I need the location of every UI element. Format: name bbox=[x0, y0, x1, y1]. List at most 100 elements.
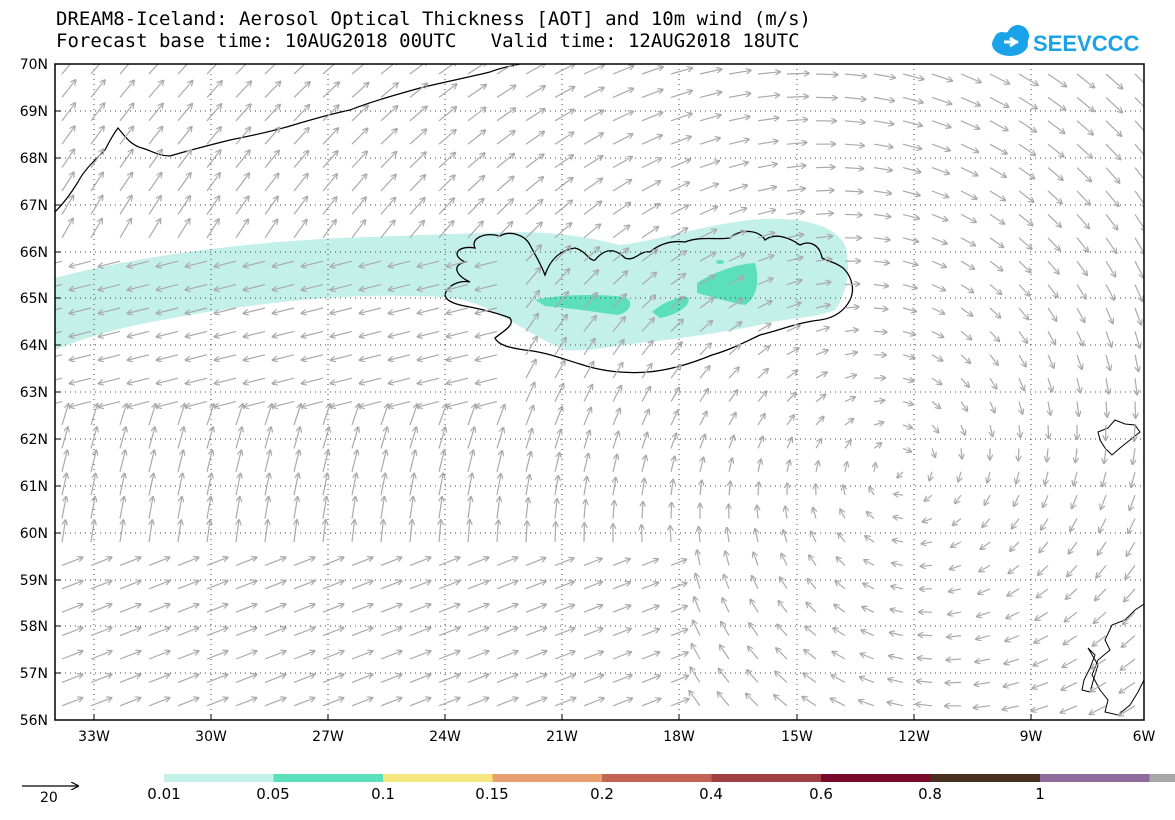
wind-arrow bbox=[177, 450, 183, 472]
wind-arrow bbox=[916, 704, 933, 706]
wind-arrow bbox=[976, 635, 991, 640]
wind-arrow bbox=[1125, 565, 1136, 578]
wind-arrow bbox=[322, 128, 338, 145]
wind-arrow bbox=[235, 698, 257, 707]
wind-arrow bbox=[1134, 237, 1144, 254]
wind-arrow bbox=[409, 404, 417, 426]
wind-arrow bbox=[389, 354, 411, 360]
wind-arrow bbox=[758, 482, 759, 496]
wind-arrow bbox=[873, 400, 884, 401]
wind-arrow bbox=[612, 409, 620, 426]
wind-arrow bbox=[670, 365, 681, 379]
wind-arrow bbox=[467, 176, 484, 192]
wind-arrow bbox=[215, 260, 237, 266]
wind-arrow bbox=[380, 404, 388, 426]
wind-arrow bbox=[641, 559, 658, 566]
wind-arrow bbox=[389, 401, 411, 407]
wind-arrow bbox=[961, 424, 965, 435]
wind-arrow bbox=[438, 176, 455, 192]
wind-arrow bbox=[409, 84, 427, 98]
wind-arrow bbox=[728, 322, 741, 332]
wind-arrow bbox=[699, 343, 711, 356]
wind-arrow bbox=[749, 623, 759, 636]
wind-arrow bbox=[1119, 705, 1136, 716]
wind-arrow bbox=[893, 540, 904, 542]
wind-arrow bbox=[148, 64, 159, 75]
wind-arrow bbox=[70, 284, 92, 290]
wind-arrow bbox=[265, 520, 268, 543]
wind-arrow bbox=[989, 120, 1008, 131]
wind-arrow bbox=[867, 512, 875, 520]
wind-arrow bbox=[99, 401, 121, 407]
wind-arrow bbox=[302, 284, 324, 290]
wind-arrow bbox=[989, 190, 1005, 200]
wind-arrow bbox=[815, 190, 834, 191]
wind-arrow bbox=[873, 73, 895, 78]
wind-arrow bbox=[1072, 494, 1078, 508]
wind-arrow bbox=[157, 260, 179, 266]
wind-arrow bbox=[525, 558, 545, 566]
wind-arrow bbox=[351, 174, 366, 192]
wind-arrow bbox=[90, 450, 96, 472]
wind-arrow bbox=[583, 65, 604, 75]
graticule bbox=[55, 64, 1144, 720]
lon-label-12w: 12W bbox=[898, 729, 930, 745]
wind-arrow bbox=[351, 628, 373, 637]
wind-arrow bbox=[844, 352, 857, 354]
wind-arrow bbox=[70, 354, 92, 360]
wind-arrow bbox=[476, 307, 498, 313]
wind-arrow bbox=[1098, 541, 1107, 555]
wind-arrow bbox=[244, 284, 266, 290]
wind-arrow bbox=[699, 138, 720, 145]
aot-core-dot bbox=[716, 260, 724, 264]
wind-arrow bbox=[1018, 120, 1036, 132]
wind-arrow bbox=[757, 256, 773, 262]
wind-arrow bbox=[186, 377, 208, 383]
wind-arrow bbox=[235, 404, 243, 426]
wind-arrow bbox=[409, 221, 424, 239]
wind-arrow bbox=[844, 191, 862, 192]
wind-arrow bbox=[1076, 73, 1094, 88]
wind-arrow bbox=[206, 127, 221, 145]
wind-arrow bbox=[948, 612, 962, 614]
wind-arrow bbox=[148, 628, 170, 637]
wind-arrow bbox=[918, 635, 933, 636]
wind-arrow bbox=[902, 448, 911, 451]
wind-arrow bbox=[1076, 354, 1082, 369]
wind-arrow bbox=[641, 67, 663, 75]
wind-arrow bbox=[119, 450, 125, 472]
wind-arrow bbox=[1018, 96, 1037, 108]
wind-arrow bbox=[177, 219, 190, 239]
wind-arrow bbox=[612, 111, 633, 122]
wind-arrow bbox=[447, 354, 469, 360]
wind-arrow bbox=[1047, 120, 1065, 133]
wind-arrow bbox=[1019, 401, 1022, 414]
wind-arrow bbox=[809, 555, 817, 566]
wind-arrow bbox=[902, 73, 924, 79]
wind-arrow bbox=[1122, 635, 1136, 648]
wind-arrow bbox=[61, 404, 68, 426]
wind-arrow bbox=[1047, 237, 1060, 250]
wind-arrow bbox=[90, 196, 103, 215]
wind-arrow bbox=[931, 260, 946, 267]
wind-arrow bbox=[960, 330, 971, 339]
wind-arrow bbox=[1105, 214, 1117, 229]
wind-arrow bbox=[873, 214, 890, 216]
wind-arrow bbox=[380, 83, 398, 98]
wind-arrow bbox=[235, 219, 248, 239]
wind-arrow bbox=[641, 652, 659, 660]
wind-arrow bbox=[955, 494, 962, 503]
wind-arrow bbox=[873, 191, 891, 194]
wind-arrow bbox=[864, 560, 875, 566]
wind-arrow bbox=[746, 694, 759, 707]
wind-arrow bbox=[409, 450, 415, 472]
wind-arrow bbox=[119, 427, 126, 449]
wind-arrow bbox=[931, 167, 949, 174]
wind-arrow bbox=[496, 199, 513, 215]
wind-arrow bbox=[157, 377, 179, 383]
wind-arrow bbox=[1105, 143, 1120, 159]
wind-arrow bbox=[670, 114, 692, 122]
wind-arrow bbox=[380, 198, 395, 215]
wind-arrow bbox=[1047, 213, 1061, 226]
wind-arrow bbox=[873, 331, 887, 332]
